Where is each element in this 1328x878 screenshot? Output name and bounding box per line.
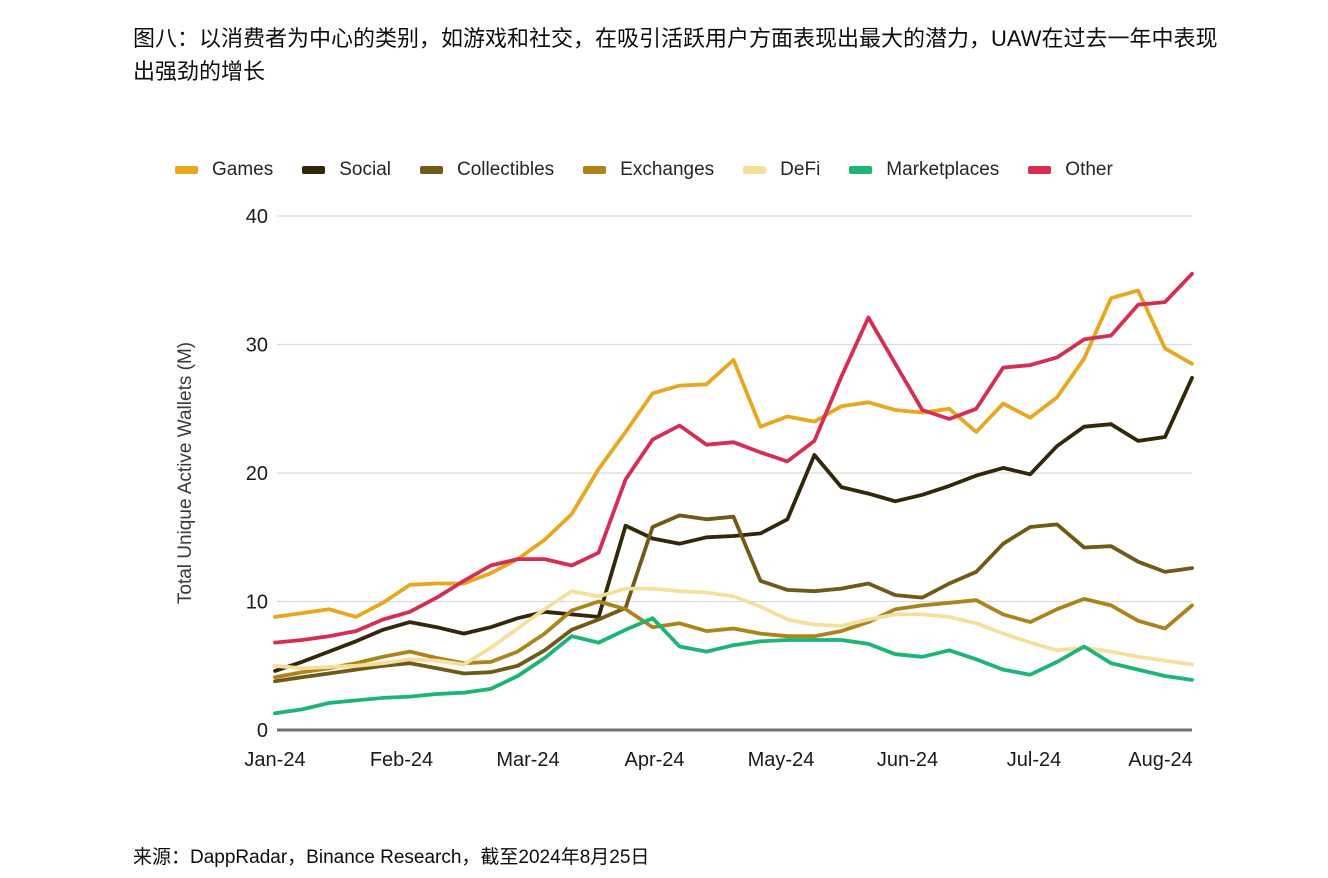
legend-label: Social bbox=[339, 159, 391, 180]
legend-swatch-marketplaces bbox=[849, 166, 873, 174]
y-tick-label: 30 bbox=[246, 335, 268, 357]
legend-swatch-games bbox=[175, 166, 198, 174]
x-tick-label: Feb-24 bbox=[370, 749, 433, 771]
x-tick-label: Apr-24 bbox=[624, 749, 684, 771]
x-tick-label: May-24 bbox=[748, 749, 815, 771]
series-line-defi bbox=[273, 586, 1194, 671]
x-tick-label: Jul-24 bbox=[1007, 749, 1061, 771]
legend-item-defi: DeFi bbox=[743, 159, 820, 181]
legend-item-collectibles: Collectibles bbox=[420, 159, 554, 181]
series-line-marketplaces bbox=[273, 616, 1194, 716]
series-line-exchanges bbox=[273, 597, 1194, 680]
legend-item-exchanges: Exchanges bbox=[583, 159, 714, 181]
legend-swatch-exchanges bbox=[583, 166, 607, 174]
legend-swatch-collectibles bbox=[420, 166, 443, 174]
x-tick-label: Jan-24 bbox=[244, 749, 305, 771]
x-tick-label: Jun-24 bbox=[877, 749, 938, 771]
legend-label: Marketplaces bbox=[886, 159, 1000, 180]
source-note: 来源：DappRadar，Binance Research，截至2024年8月2… bbox=[133, 847, 650, 868]
series-line-other bbox=[273, 271, 1194, 645]
legend-label: DeFi bbox=[780, 159, 821, 180]
series-line-social bbox=[273, 375, 1194, 673]
y-tick-label: 0 bbox=[257, 720, 268, 742]
legend-label: Exchanges bbox=[620, 159, 715, 180]
legend-label: Other bbox=[1065, 159, 1113, 180]
legend: Games Social Collectibles Exchanges DeFi Mark… bbox=[175, 159, 1113, 181]
series-line-collectibles bbox=[273, 513, 1194, 684]
legend-label: Games bbox=[212, 159, 274, 180]
figure-title: 图八：以消费者为中心的类别，如游戏和社交，在吸引活跃用户方面表现出最大的潜力，U… bbox=[133, 26, 1218, 84]
series-line-games bbox=[273, 288, 1194, 619]
legend-item-games: Games bbox=[175, 159, 273, 181]
legend-item-other: Other bbox=[1028, 159, 1113, 181]
legend-swatch-social bbox=[302, 166, 326, 174]
legend-item-marketplaces: Marketplaces bbox=[849, 159, 999, 181]
legend-swatch-defi bbox=[743, 166, 767, 174]
x-tick-label: Mar-24 bbox=[496, 749, 559, 771]
legend-label: Collectibles bbox=[457, 159, 555, 180]
y-tick-label: 10 bbox=[246, 592, 268, 614]
x-tick-label: Aug-24 bbox=[1128, 749, 1193, 771]
y-tick-label: 40 bbox=[246, 206, 268, 228]
y-tick-label: 20 bbox=[246, 463, 268, 485]
legend-swatch-other bbox=[1028, 166, 1052, 174]
legend-item-social: Social bbox=[302, 159, 391, 181]
